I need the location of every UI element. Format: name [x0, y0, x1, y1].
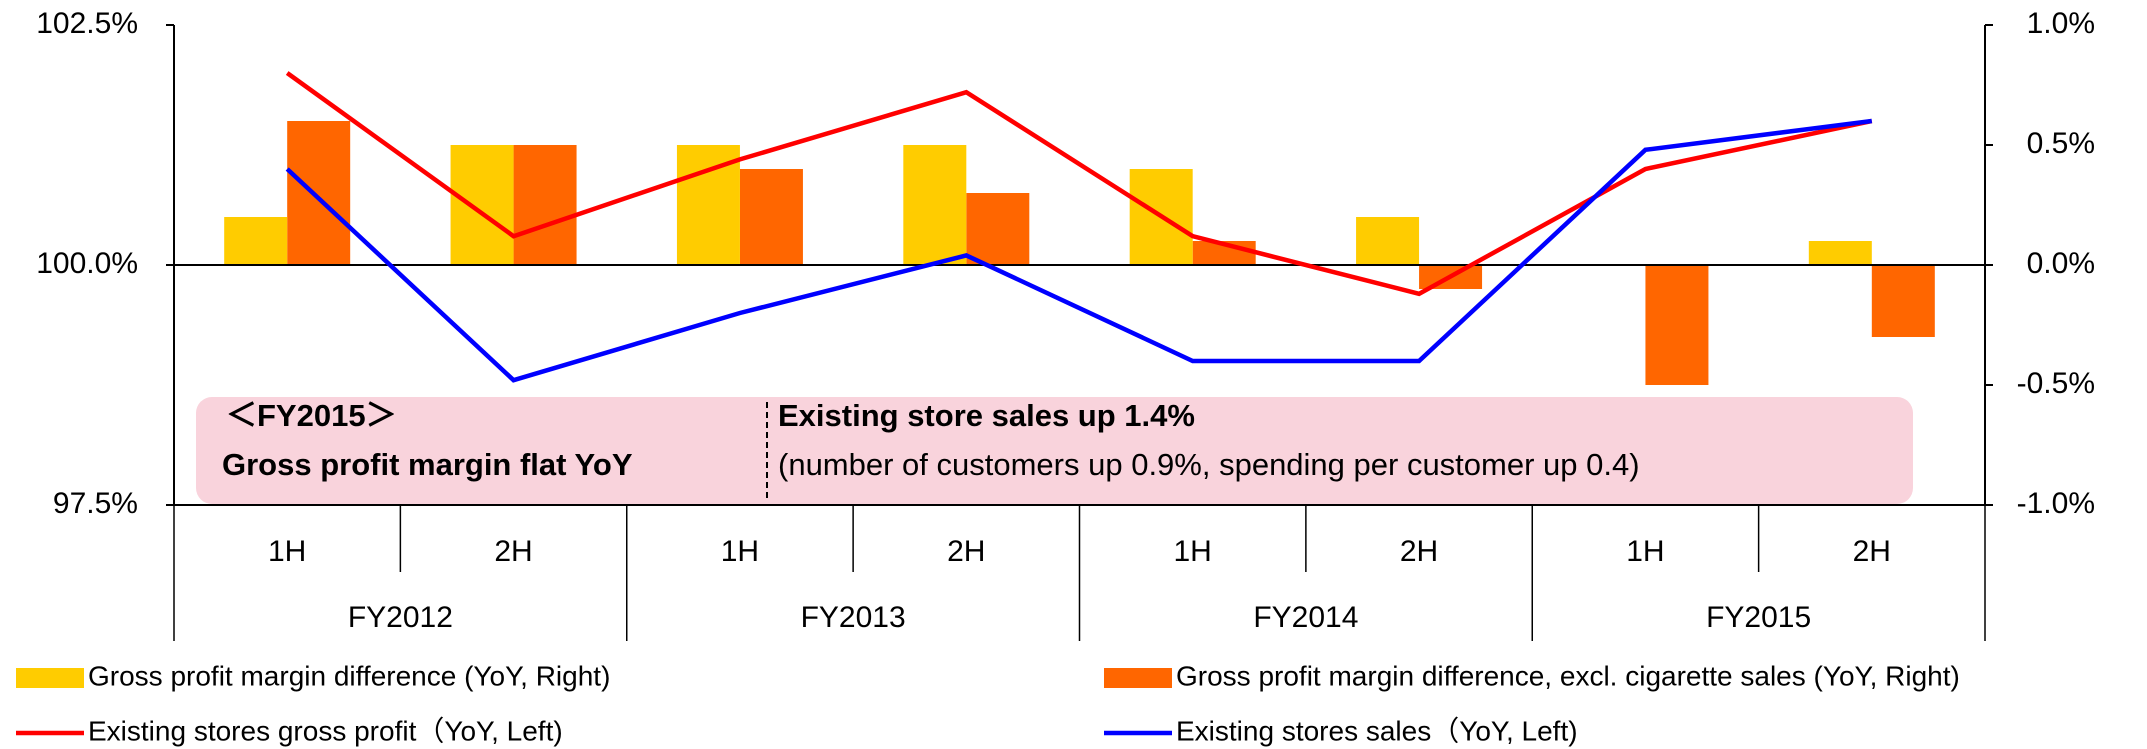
bar [450, 145, 514, 265]
x-tick-label: 1H [1626, 535, 1664, 568]
y2-tick-label: 0.0% [2027, 247, 2095, 280]
bar [224, 217, 288, 265]
legend-swatch [16, 668, 84, 688]
bar [1871, 265, 1935, 337]
legend-label: Existing stores sales（YoY, Left) [1176, 715, 1578, 746]
bar [1356, 217, 1420, 265]
annotation-left: Gross profit margin flat YoY [222, 447, 633, 482]
bar [739, 169, 803, 265]
x-tick-label: 2H [1853, 535, 1891, 568]
x-tick-label: 1H [1174, 535, 1212, 568]
bar [1645, 265, 1709, 385]
y-tick-label: 100.0% [36, 247, 138, 280]
x-tick-label: 2H [494, 535, 532, 568]
x-group-label: FY2013 [801, 601, 906, 634]
bar [1808, 241, 1872, 265]
x-group-label: FY2012 [348, 601, 453, 634]
x-group-label: FY2014 [1253, 601, 1358, 634]
legend-label: Existing stores gross profit（YoY, Left) [88, 715, 563, 746]
y2-tick-label: -1.0% [2017, 487, 2095, 520]
y2-tick-label: -0.5% [2017, 367, 2095, 400]
line [285, 71, 1873, 297]
legend-swatch [1104, 668, 1172, 688]
annotation-heading: ＜FY2015＞ [226, 398, 397, 433]
y-tick-label: 97.5% [53, 487, 138, 520]
y-tick-label: 102.5% [36, 7, 138, 40]
y2-tick-label: 1.0% [2027, 7, 2095, 40]
legend-label: Gross profit margin difference, excl. ci… [1176, 660, 1960, 691]
x-tick-label: 2H [1400, 535, 1438, 568]
annotation-right-title: Existing store sales up 1.4% [778, 398, 1195, 433]
x-tick-label: 2H [947, 535, 985, 568]
legend-label: Gross profit margin difference (YoY, Rig… [88, 660, 610, 691]
y2-tick-label: 0.5% [2027, 127, 2095, 160]
bar [903, 145, 967, 265]
x-tick-label: 1H [268, 535, 306, 568]
x-group-label: FY2015 [1706, 601, 1811, 634]
bar [287, 121, 351, 265]
bar [966, 193, 1030, 265]
annotation-box [196, 397, 1913, 504]
x-tick-label: 1H [721, 535, 759, 568]
line [285, 118, 1873, 383]
annotation-right-detail: (number of customers up 0.9%, spending p… [778, 447, 1640, 482]
bar [513, 145, 577, 265]
